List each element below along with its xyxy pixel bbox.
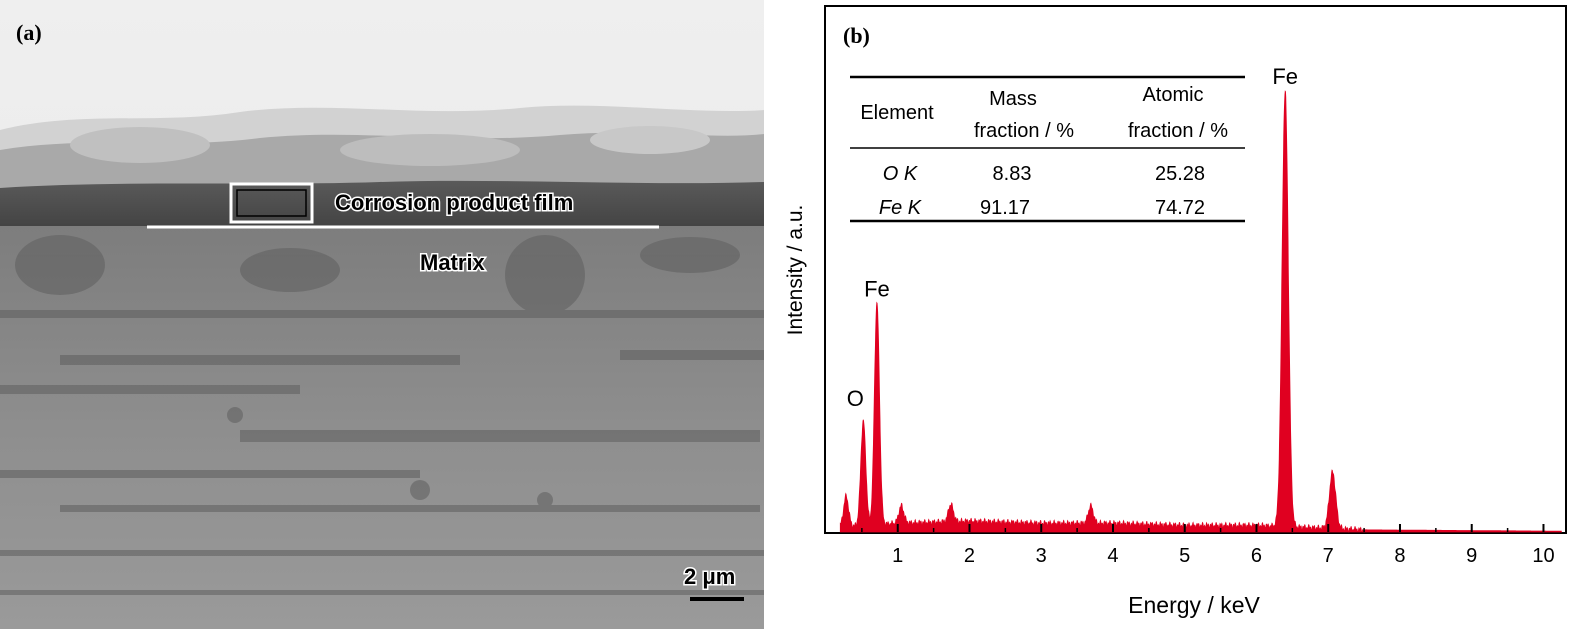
sem-image-panel: (a) Corrosion product film Matrix 2 μm (0, 0, 764, 629)
matrix-annotation: Matrix (420, 250, 486, 275)
row-o-element: O K (883, 163, 919, 185)
peak-labels: O Fe Fe (847, 64, 1298, 411)
x-axis: 1 2 3 4 5 6 7 8 9 10 (861, 524, 1555, 567)
eds-analysis-box (229, 182, 314, 224)
row-fe-mass: 91.17 (980, 197, 1030, 219)
header-atomic-1: Atomic (1142, 84, 1203, 106)
corrosion-film-annotation: Corrosion product film (335, 190, 573, 215)
x-tick-label: 7 (1323, 545, 1334, 567)
x-tick-label: 6 (1251, 545, 1262, 567)
x-tick-label: 3 (1036, 545, 1047, 567)
eds-analysis-box-inner (236, 189, 307, 217)
sem-matrix-texture (0, 235, 764, 595)
spectrum-area (839, 90, 1562, 533)
header-mass-1: Mass (989, 88, 1037, 110)
header-mass-2: fraction / % (974, 120, 1074, 142)
x-tick-label: 1 (892, 545, 903, 567)
row-o-mass: 8.83 (993, 163, 1032, 185)
panel-b-label: (b) (843, 23, 870, 48)
peak-label: Fe (1272, 64, 1298, 89)
eds-spectrum-panel: 1 2 3 4 5 6 7 8 9 10 O Fe Fe (b) Element Mass fract… (784, 5, 1567, 618)
x-tick-label: 5 (1179, 545, 1190, 567)
row-fe-element: Fe K (879, 197, 923, 219)
peak-label: Fe (864, 277, 890, 302)
x-tick-label: 8 (1394, 545, 1405, 567)
peak-label: O (847, 386, 864, 411)
row-fe-atomic: 74.72 (1155, 197, 1205, 219)
x-tick-label: 10 (1532, 545, 1554, 567)
x-tick-label: 2 (964, 545, 975, 567)
sem-matrix (0, 226, 764, 629)
header-atomic-2: fraction / % (1128, 120, 1228, 142)
scale-bar-label: 2 μm (684, 564, 735, 589)
row-o-atomic: 25.28 (1155, 163, 1205, 185)
x-axis-title: Energy / keV (1128, 592, 1260, 618)
spectrum-series (839, 90, 1562, 533)
y-axis-title: Intensity / a.u. (784, 205, 807, 336)
x-tick-label: 4 (1107, 545, 1118, 567)
panel-a-label: (a) (16, 20, 42, 45)
plot-frame (824, 5, 1567, 534)
composition-table: Element Mass fraction / % Atomic fractio… (850, 75, 1245, 223)
sem-corrosion-film (0, 180, 764, 238)
header-element: Element (860, 102, 934, 124)
x-tick-label: 9 (1466, 545, 1477, 567)
